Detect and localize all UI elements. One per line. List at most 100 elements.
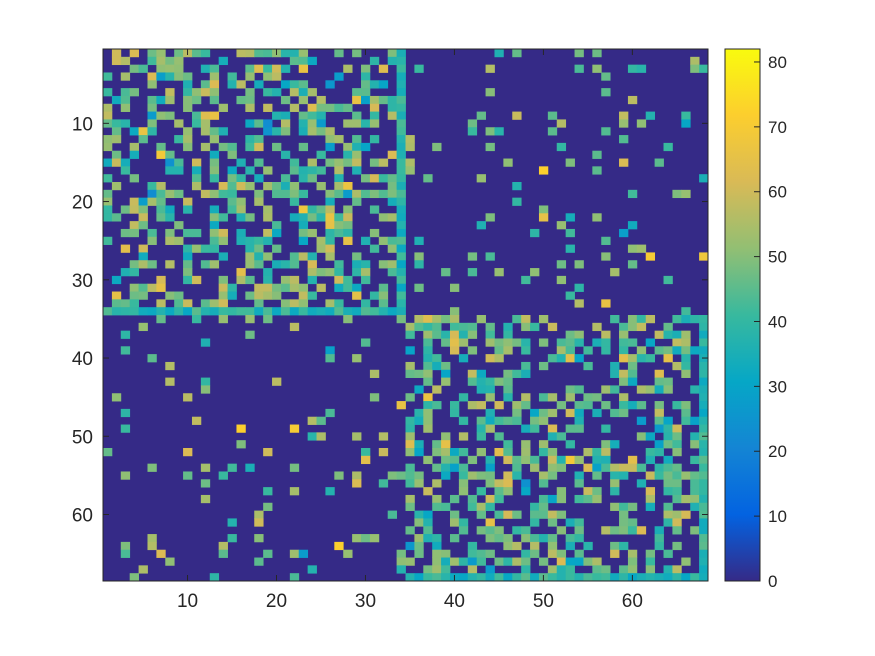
heatmap-cell [458, 557, 469, 566]
heatmap-cell [396, 471, 406, 480]
heatmap-cell [111, 299, 122, 308]
heatmap-cell [111, 158, 122, 167]
heatmap-cell [414, 471, 424, 480]
heatmap-cell [289, 463, 300, 472]
heatmap-cell [423, 401, 433, 410]
heatmap-cell [627, 565, 638, 574]
heatmap-cell [316, 205, 326, 214]
heatmap-cell [414, 408, 424, 418]
heatmap-cell [458, 573, 469, 582]
heatmap-cell [485, 64, 495, 73]
heatmap-cell [352, 49, 362, 58]
heatmap-cell [663, 518, 673, 527]
heatmap-cell [316, 166, 326, 175]
heatmap-cell [316, 182, 326, 191]
heatmap-cell [414, 440, 424, 449]
heatmap-cell [334, 135, 344, 144]
heatmap-cell [521, 534, 531, 543]
heatmap-cell [627, 377, 638, 386]
heatmap-cell [565, 518, 575, 527]
heatmap-cell [663, 424, 673, 433]
heatmap-cell [352, 88, 362, 97]
heatmap-cell [556, 573, 567, 582]
heatmap-cell [120, 541, 131, 551]
heatmap-cell [538, 361, 549, 371]
heatmap-cell [423, 565, 433, 574]
heatmap-cell [485, 463, 495, 472]
heatmap-cell [556, 455, 567, 465]
heatmap-cell [174, 56, 184, 66]
heatmap-cell [218, 471, 228, 480]
heatmap-cell [298, 127, 309, 136]
heatmap-cell [361, 448, 371, 457]
heatmap-cell [254, 189, 264, 199]
heatmap-cell [361, 268, 371, 277]
heatmap-cell [263, 291, 273, 300]
heatmap-cell [396, 119, 406, 128]
heatmap-cell [352, 471, 362, 480]
heatmap-cell [263, 502, 273, 511]
heatmap-cell [699, 526, 709, 535]
heatmap-cell [432, 534, 442, 543]
heatmap-cell [289, 573, 300, 582]
heatmap-cell [485, 322, 495, 332]
heatmap-cell [699, 565, 709, 574]
heatmap-cell [619, 401, 629, 410]
heatmap-cell [174, 72, 184, 81]
heatmap-cell [263, 236, 273, 245]
heatmap-cell [441, 432, 451, 441]
heatmap-cell [414, 260, 424, 269]
heatmap-cell [334, 283, 344, 292]
heatmap-cell [512, 463, 522, 472]
heatmap-cell [512, 369, 522, 378]
heatmap-cell [245, 135, 255, 144]
heatmap-cell [209, 88, 220, 97]
heatmap-cell [369, 111, 380, 120]
heatmap-cell [147, 228, 157, 238]
heatmap-cell [165, 111, 175, 120]
heatmap-cell [503, 448, 513, 457]
heatmap-cell [592, 463, 602, 472]
heatmap-cell [556, 401, 567, 410]
heatmap-cell [387, 260, 398, 269]
heatmap-cell [432, 565, 442, 574]
heatmap-cell [263, 307, 273, 316]
heatmap-cell [485, 408, 495, 418]
heatmap-cell [165, 88, 175, 97]
heatmap-cell [236, 424, 246, 433]
heatmap-cell [441, 463, 451, 472]
heatmap-cell [298, 236, 309, 245]
heatmap-cell [405, 424, 415, 433]
heatmap-cell [441, 448, 451, 457]
heatmap-cell [174, 119, 184, 128]
heatmap-cell [681, 315, 691, 324]
heatmap-cell [449, 448, 460, 457]
heatmap-cell [405, 346, 415, 355]
heatmap-cell [129, 127, 139, 136]
heatmap-cell [485, 127, 495, 136]
heatmap-cell [352, 119, 362, 128]
heatmap-cell [245, 291, 255, 300]
heatmap-cell [236, 268, 246, 277]
heatmap-cell [619, 573, 629, 582]
heatmap-cell [441, 268, 451, 277]
heatmap-cell [343, 103, 353, 112]
heatmap-cell [298, 307, 309, 316]
heatmap-cell [565, 228, 575, 238]
heatmap-cell [298, 189, 309, 199]
heatmap-cell [298, 174, 309, 183]
heatmap-cell [583, 448, 593, 457]
heatmap-cell [636, 479, 647, 488]
heatmap-cell [147, 189, 157, 199]
heatmap-cell [494, 416, 504, 425]
heatmap-cell [200, 338, 211, 347]
heatmap-cell [610, 471, 620, 480]
heatmap-cell [200, 119, 211, 128]
heatmap-cell [316, 150, 326, 159]
heatmap-cell [565, 455, 575, 465]
heatmap-cell [485, 213, 495, 222]
heatmap-cell [432, 401, 442, 410]
heatmap-cell [183, 88, 193, 97]
heatmap-cell [467, 557, 478, 566]
heatmap-cell [530, 455, 540, 465]
